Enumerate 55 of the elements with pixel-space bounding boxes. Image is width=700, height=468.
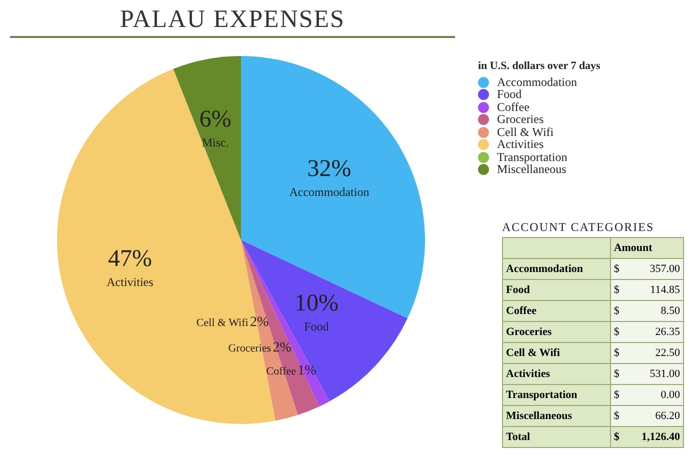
text: 1,126.40 <box>642 431 680 443</box>
text: 8.50 <box>660 305 680 317</box>
category-label: Food <box>502 280 610 300</box>
chart-title: PALAU EXPENSES <box>10 6 455 38</box>
data-label: 1% <box>298 363 317 378</box>
text: Misc. <box>202 136 229 150</box>
text: ACCOUNT CATEGORIES <box>502 220 656 235</box>
category-label: Transportation <box>502 384 610 406</box>
text: 26.35 <box>655 326 680 338</box>
pie-slice <box>173 56 241 240</box>
data-label: 47% <box>108 246 152 272</box>
data-label: 2% <box>250 314 269 330</box>
text: Total <box>502 426 610 448</box>
text: 22.50 <box>655 347 680 359</box>
legend-label: Accommodation <box>497 74 577 90</box>
text: $ <box>614 389 620 401</box>
text: $ <box>614 431 620 443</box>
legend-label: Food <box>497 87 522 102</box>
slice-label: Cell & Wifi <box>196 316 248 329</box>
data-label: 10% <box>294 290 338 317</box>
text: Amount <box>610 238 684 258</box>
text: 0.00 <box>660 389 680 401</box>
slice-label: Coffee <box>266 365 296 378</box>
text: $ <box>614 347 620 359</box>
text: $ <box>614 284 620 296</box>
data-label: 2% <box>272 340 292 356</box>
category-label: Activities <box>502 364 610 384</box>
category-label: Accommodation <box>502 258 610 280</box>
text: $ <box>614 305 620 317</box>
category-label: Coffee <box>502 300 610 322</box>
text: $ <box>614 410 620 422</box>
slice-label: Accommodation <box>289 184 370 199</box>
text: $ <box>610 258 626 280</box>
slice-label: Activities <box>106 274 154 289</box>
legend-label: Activities <box>497 137 544 152</box>
category-label: Groceries <box>502 322 610 342</box>
legend-label: Miscellaneous <box>497 162 566 178</box>
text: 114.85 <box>650 284 680 296</box>
legend-label: Cell & Wifi <box>497 124 554 140</box>
data-label: 6% <box>199 106 232 133</box>
text: 531.00 <box>650 368 680 380</box>
category-label: Miscellaneous <box>502 406 610 426</box>
data-label: 32% <box>307 156 352 182</box>
category-label: Cell & Wifi <box>502 342 610 364</box>
legend-label: Coffee <box>497 100 530 115</box>
legend-label: Groceries <box>497 112 544 128</box>
text: $ <box>614 326 620 338</box>
slice-label: Food <box>304 320 329 334</box>
legend-title: in U.S. dollars over 7 days <box>478 60 600 72</box>
legend-label: Transportation <box>497 150 568 164</box>
text: 66.20 <box>655 410 680 422</box>
text: 357.00 <box>650 263 680 275</box>
pie-slice <box>241 56 425 318</box>
text: $ <box>614 368 620 380</box>
slice-label: Groceries <box>228 342 272 354</box>
